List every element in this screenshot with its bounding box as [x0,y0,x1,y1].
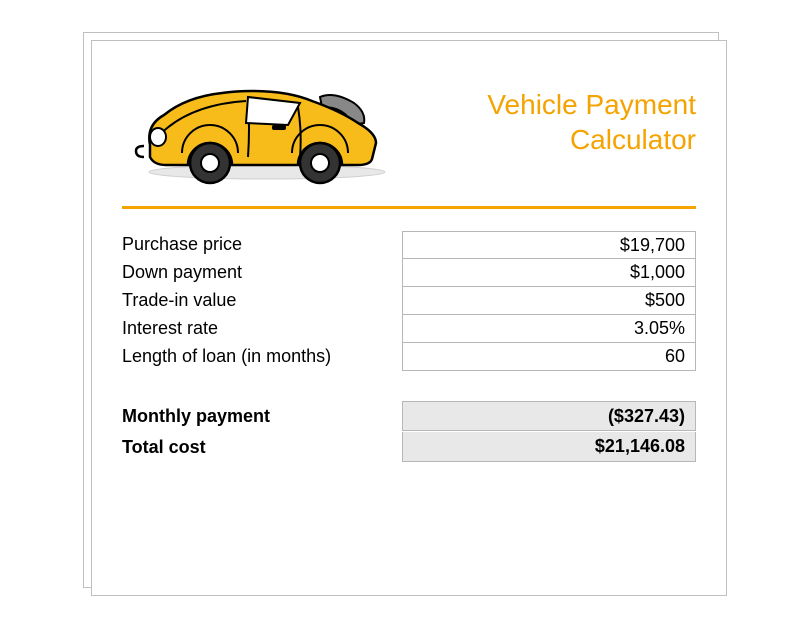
title-line-2: Calculator [570,124,696,155]
page-title: Vehicle Payment Calculator [402,67,696,157]
spacer [122,371,696,401]
results-section: Monthly payment ($327.43) Total cost $21… [122,401,696,462]
calculator-panel: Vehicle Payment Calculator Purchase pric… [91,40,727,596]
label-loan-length: Length of loan (in months) [122,343,402,371]
title-line-1: Vehicle Payment [487,89,696,120]
row-trade-in: Trade-in value $500 [122,287,696,315]
row-interest-rate: Interest rate 3.05% [122,315,696,343]
label-trade-in: Trade-in value [122,287,402,315]
row-loan-length: Length of loan (in months) 60 [122,343,696,371]
inputs-section: Purchase price $19,700 Down payment $1,0… [122,231,696,371]
input-down-payment[interactable]: $1,000 [402,259,696,287]
label-total-cost: Total cost [122,432,402,463]
label-interest-rate: Interest rate [122,315,402,343]
input-interest-rate[interactable]: 3.05% [402,315,696,343]
label-monthly-payment: Monthly payment [122,401,402,432]
divider [122,206,696,209]
input-purchase-price[interactable]: $19,700 [402,231,696,259]
car-illustration [122,67,402,192]
input-loan-length[interactable]: 60 [402,343,696,371]
output-monthly-payment: ($327.43) [402,401,696,431]
row-purchase-price: Purchase price $19,700 [122,231,696,259]
label-down-payment: Down payment [122,259,402,287]
output-total-cost: $21,146.08 [402,432,696,462]
label-purchase-price: Purchase price [122,231,402,259]
input-trade-in[interactable]: $500 [402,287,696,315]
row-down-payment: Down payment $1,000 [122,259,696,287]
header: Vehicle Payment Calculator [122,67,696,192]
row-total-cost: Total cost $21,146.08 [122,432,696,463]
row-monthly-payment: Monthly payment ($327.43) [122,401,696,432]
